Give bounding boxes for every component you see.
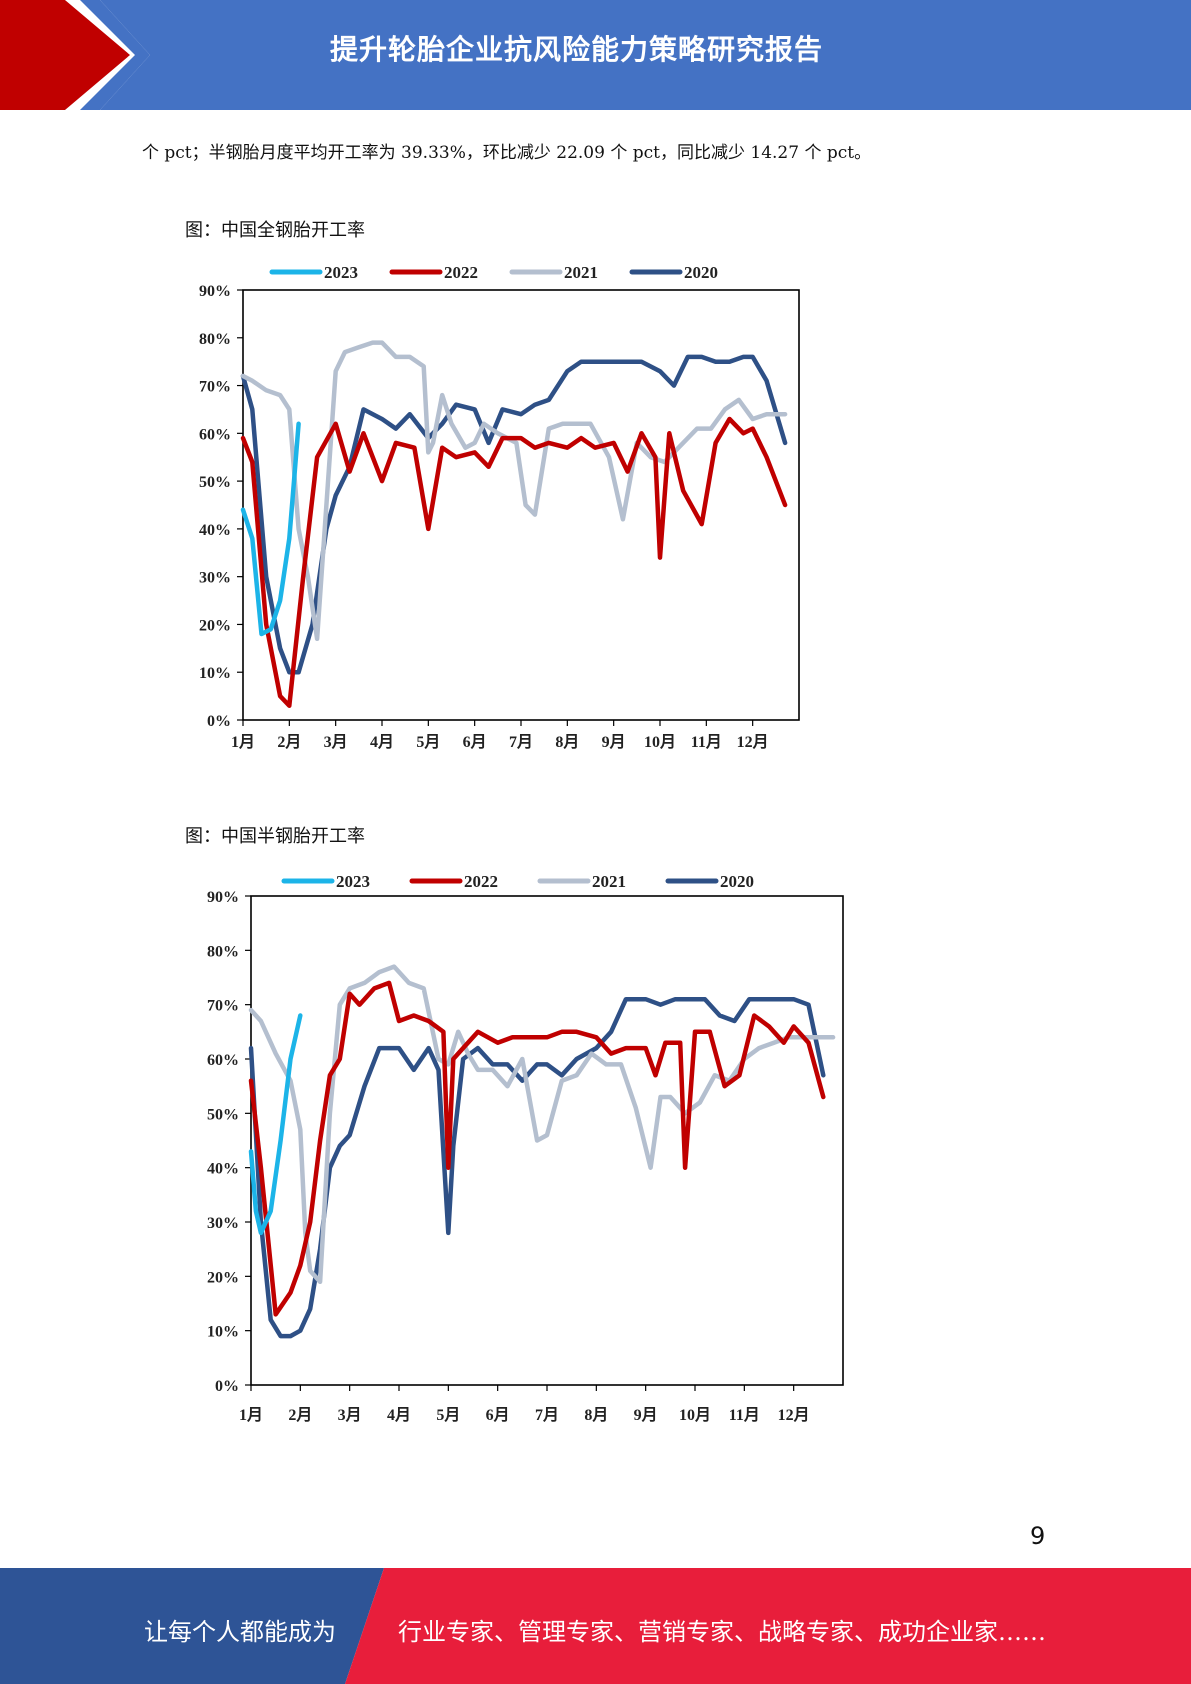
legend-label-2020: 2020 [684,263,718,282]
legend-label-2023: 2023 [324,263,358,282]
chart-all-steel-tire-operating-rate: 0% 10% 20% 30% 40% 50% 60% 70% 80% 90% 1月 2月 3月 4月 5月 6… [199,263,800,751]
y-tick-label: 30% [199,570,231,587]
x-tick-label: 10月 [679,1406,711,1424]
y-tick-label: 40% [207,1161,239,1178]
y-tick-label: 0% [207,713,231,730]
x-tick-label: 10月 [644,733,676,751]
legend-label-2022: 2022 [444,263,478,282]
y-tick-label: 20% [207,1269,239,1286]
intro-paragraph: 个 pct；半钢胎月度平均开工率为 39.33%，环比减少 22.09 个 pc… [142,143,872,163]
x-tick-label: 9月 [634,1406,658,1424]
figure-caption-2: 图：中国半钢胎开工率 [185,826,365,847]
x-tick-label: 5月 [436,1406,460,1424]
y-tick-label: 60% [199,426,231,443]
x-tick-label: 8月 [584,1406,608,1424]
series-line-2022 [240,416,788,708]
chart-semi-steel-tire-operating-rate: 0% 10% 20% 30% 40% 50% 60% 70% 80% 90% 1月 2月 3月 4月 5月 6… [207,872,844,1424]
plot-frame [250,895,844,1386]
x-tick-label: 2月 [288,1406,312,1424]
footer-slogan-left: 让每个人都能成为 [144,1618,336,1646]
x-tick-label: 3月 [338,1406,362,1424]
legend-label-2023: 2023 [336,872,370,891]
y-tick-label: 90% [199,283,231,300]
series-line-2023 [240,421,301,637]
x-tick-label: 1月 [239,1406,263,1424]
x-tick-label: 5月 [416,733,440,751]
x-tick-label: 9月 [602,733,626,751]
y-tick-label: 70% [207,998,239,1015]
header-title: 提升轮胎企业抗风险能力策略研究报告 [330,33,824,66]
x-tick-label: 2月 [277,733,301,751]
x-tick-label: 11月 [729,1406,760,1424]
y-tick-label: 90% [207,889,239,906]
x-tick-label: 3月 [324,733,348,751]
x-tick-label: 6月 [463,733,487,751]
series-line-2021 [240,340,788,642]
y-tick-label: 80% [207,943,239,960]
series-line-2022 [248,980,826,1317]
y-tick-label: 0% [215,1378,239,1395]
y-tick-label: 70% [199,379,231,396]
x-tick-label: 7月 [535,1406,559,1424]
x-tick-label: 12月 [778,1406,810,1424]
legend-label-2021: 2021 [564,263,598,282]
x-tick-label: 12月 [737,733,769,751]
x-tick-label: 4月 [387,1406,411,1424]
legend-label-2022: 2022 [464,872,498,891]
page-header: 提升轮胎企业抗风险能力策略研究报告 [0,0,1191,110]
y-tick-label: 80% [199,331,231,348]
series-line-2020 [240,354,788,675]
page-footer [0,1568,1191,1684]
x-tick-label: 11月 [691,733,722,751]
footer-slogan-right: 行业专家、管理专家、营销专家、战略专家、成功企业家…… [398,1618,1046,1646]
x-tick-label: 8月 [555,733,579,751]
x-tick-label: 7月 [509,733,533,751]
x-tick-label: 6月 [486,1406,510,1424]
x-tick-label: 1月 [231,733,255,751]
y-tick-label: 60% [207,1052,239,1069]
series-line-2021 [248,964,836,1285]
y-tick-label: 30% [207,1215,239,1232]
legend-label-2021: 2021 [592,872,626,891]
figure-caption-1: 图：中国全钢胎开工率 [185,220,365,241]
y-tick-label: 50% [207,1106,239,1123]
legend-label-2020: 2020 [720,872,754,891]
y-tick-label: 40% [199,522,231,539]
page-number: 9 [1030,1522,1046,1550]
series-line-2023 [248,1013,303,1236]
y-tick-label: 10% [199,665,231,682]
header-arrow-graphic [0,0,150,110]
y-tick-label: 20% [199,617,231,634]
x-tick-label: 4月 [370,733,394,751]
y-tick-label: 50% [199,474,231,491]
y-tick-label: 10% [207,1324,239,1341]
